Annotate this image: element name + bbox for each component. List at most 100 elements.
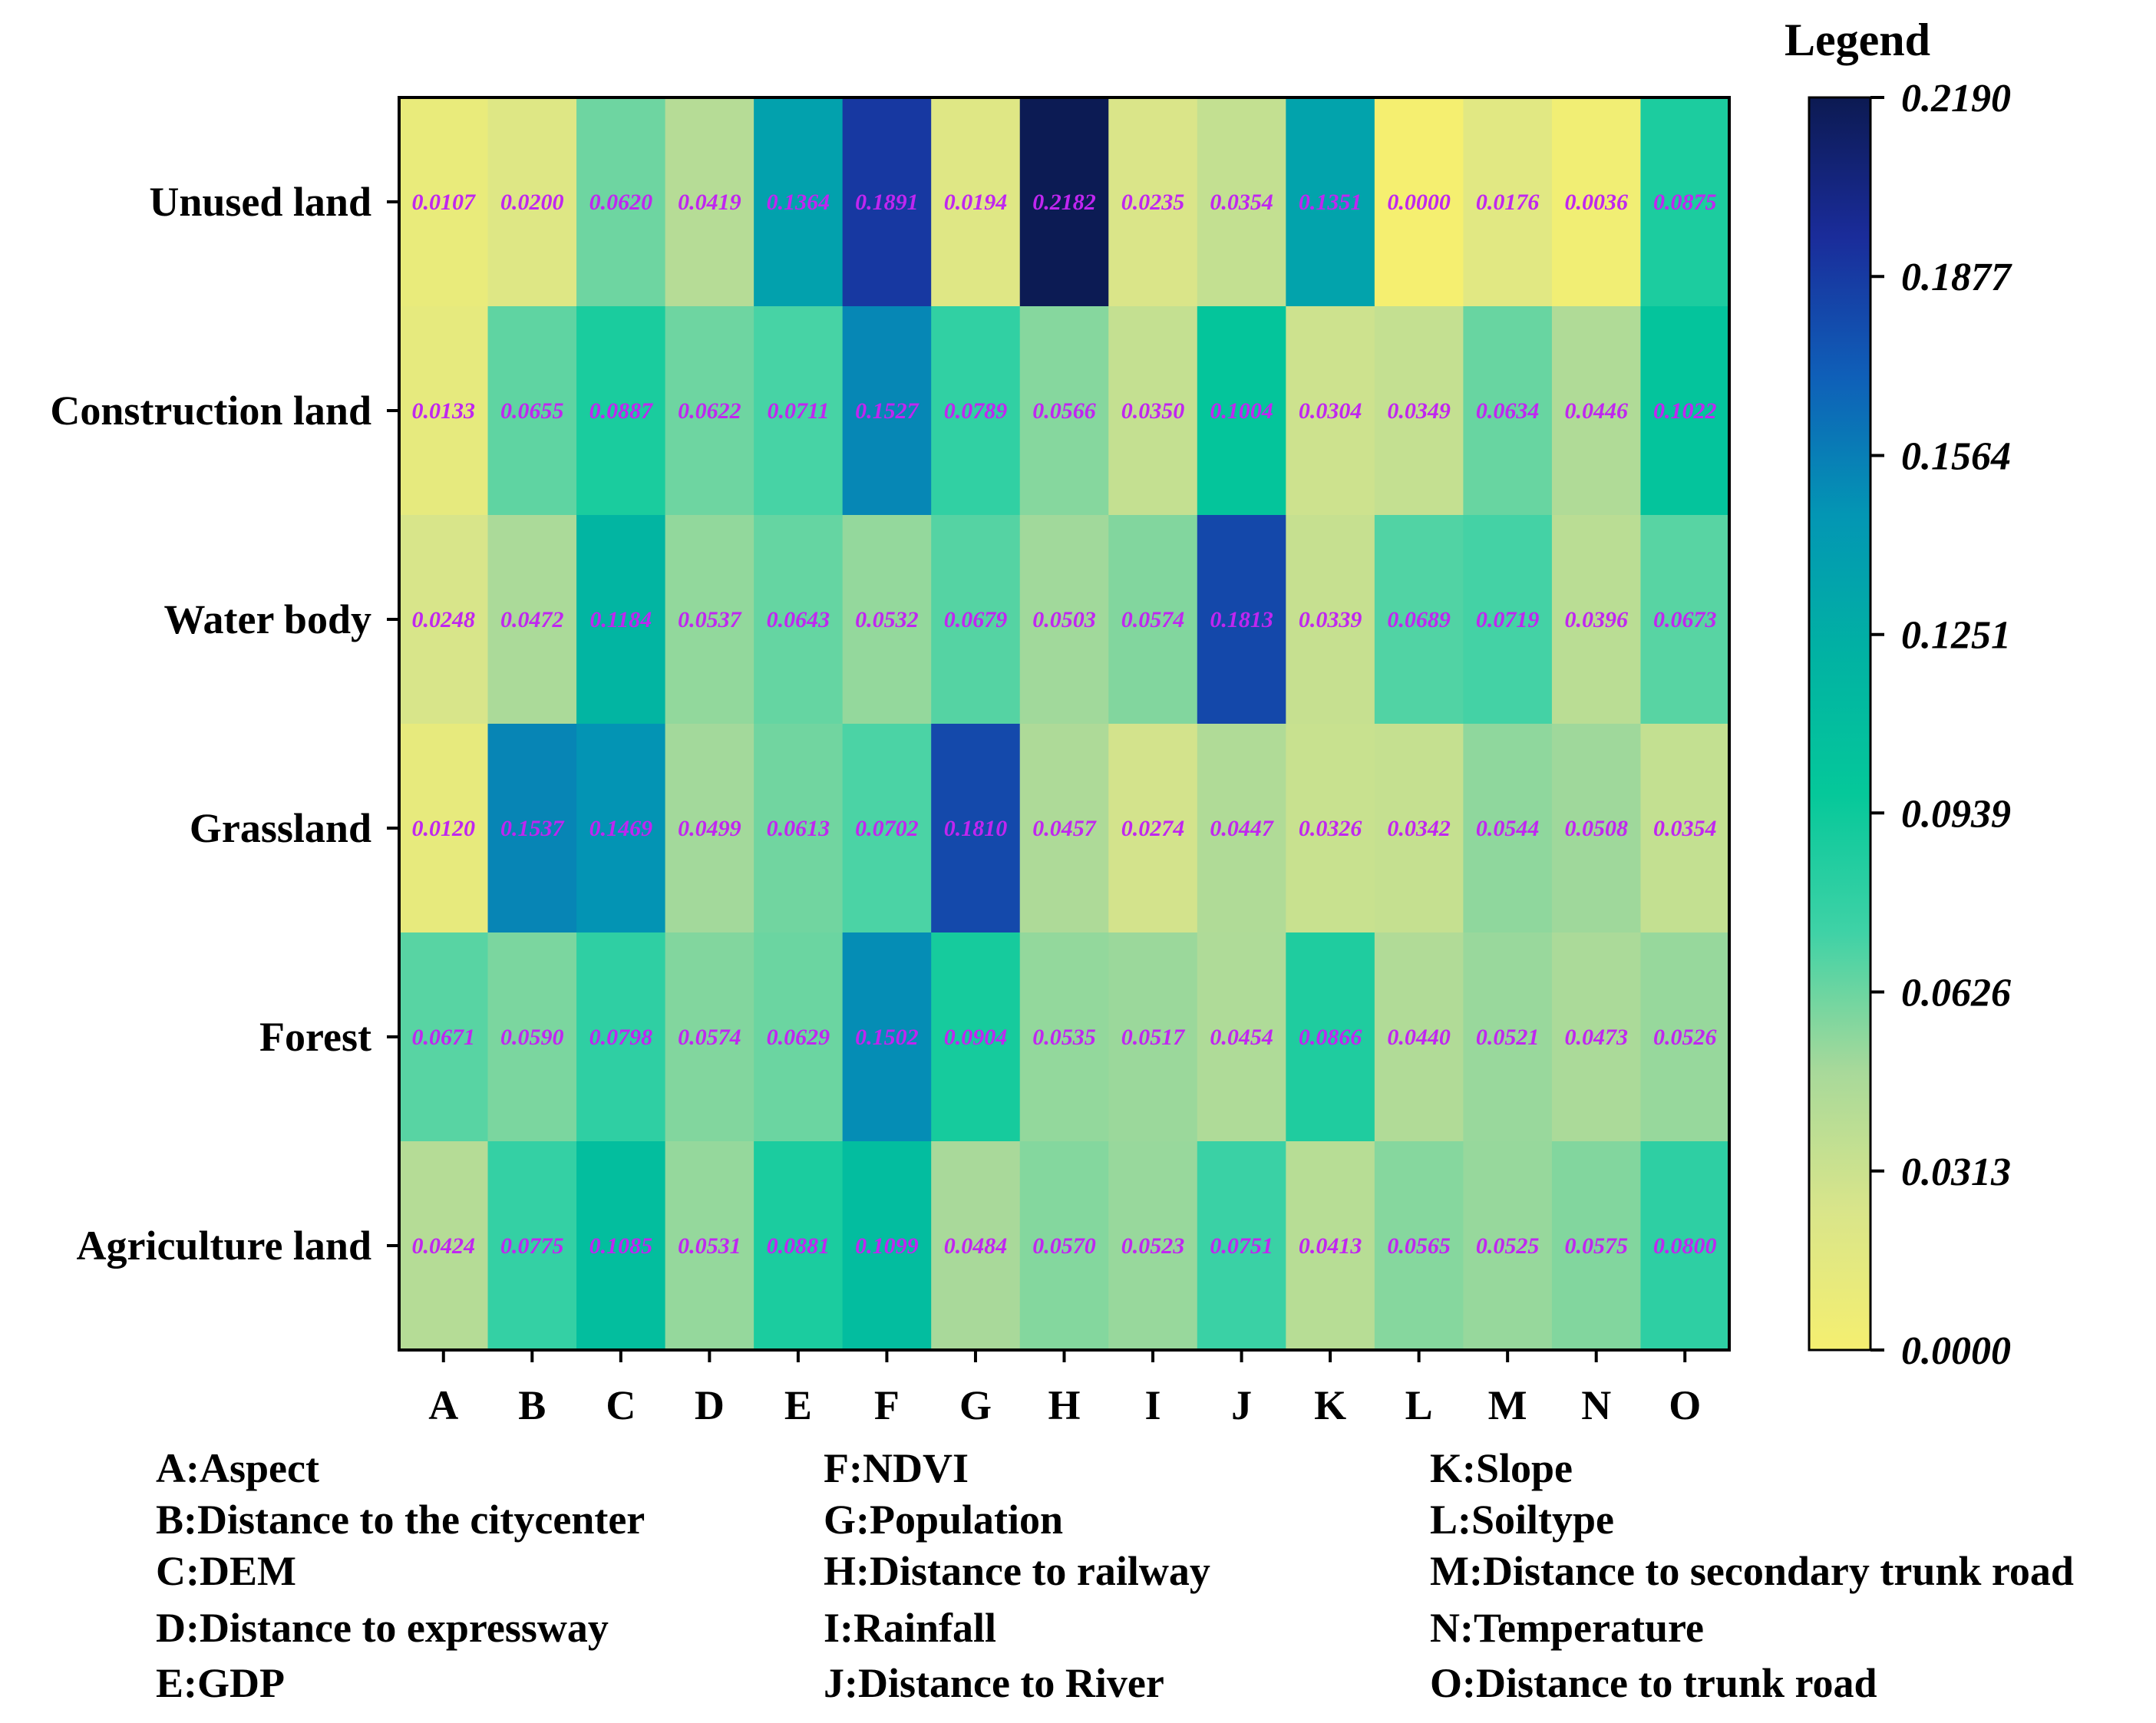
cell-value-label: 0.0544 <box>1476 816 1540 841</box>
cell-value-label: 0.0673 <box>1653 607 1717 632</box>
row-label: Grassland <box>190 805 371 851</box>
column-label: J <box>1231 1382 1252 1428</box>
cell-value-label: 0.0535 <box>1032 1025 1096 1050</box>
heatmap-cell <box>1019 97 1109 307</box>
heatmap-cell <box>1463 306 1553 516</box>
cell-value-label: 0.0904 <box>944 1025 1008 1050</box>
heatmap-cell <box>1640 515 1730 725</box>
heatmap-cell <box>754 932 844 1142</box>
heatmap-cell <box>1551 932 1642 1142</box>
heatmap-cell <box>842 515 932 725</box>
cell-value-label: 0.0575 <box>1564 1233 1628 1259</box>
heatmap-cell <box>1108 97 1198 307</box>
heatmap-cell <box>1197 515 1286 725</box>
heatmap-cell <box>1551 1141 1642 1351</box>
heatmap-cell <box>1640 724 1730 933</box>
column-label: C <box>606 1382 636 1428</box>
heatmap-cell <box>1463 724 1553 933</box>
cell-value-label: 0.0200 <box>500 190 564 215</box>
column-label: G <box>959 1382 992 1428</box>
row-label: Unused land <box>149 179 371 225</box>
cell-value-label: 0.1537 <box>500 816 565 841</box>
heatmap-cell <box>842 1141 932 1351</box>
cell-value-label: 0.0339 <box>1299 607 1362 632</box>
column-label: E <box>784 1382 812 1428</box>
cell-value-label: 0.1085 <box>589 1233 653 1259</box>
cell-value-label: 0.0679 <box>944 607 1008 632</box>
cell-value-label: 0.0671 <box>412 1025 476 1050</box>
cell-value-label: 0.1351 <box>1299 190 1362 215</box>
heatmap-cell <box>1197 932 1286 1142</box>
row-label: Water body <box>163 596 371 642</box>
heatmap-cell <box>1108 724 1198 933</box>
legend-tick-label: 0.0939 <box>1901 792 2011 836</box>
heatmap-cell <box>399 97 489 307</box>
heatmap-cell <box>1374 515 1464 725</box>
heatmap-cell <box>931 724 1021 933</box>
heatmap-cell <box>1286 724 1375 933</box>
heatmap-cell <box>1640 1141 1730 1351</box>
colorbar <box>1808 96 1872 1352</box>
cell-value-label: 0.0499 <box>678 816 741 841</box>
heatmap-cell <box>1640 97 1730 307</box>
heatmap-cell <box>1019 932 1109 1142</box>
cell-value-label: 0.0440 <box>1387 1025 1451 1050</box>
heatmap-cell <box>576 932 666 1142</box>
cell-value-label: 0.0526 <box>1653 1025 1717 1050</box>
row-label: Forest <box>259 1014 371 1060</box>
cell-value-label: 0.0643 <box>767 607 830 632</box>
heatmap-cell <box>1374 724 1464 933</box>
legend-tick-label: 0.0313 <box>1901 1150 2011 1194</box>
cell-value-label: 0.0866 <box>1299 1025 1362 1050</box>
heatmap-cell <box>1286 1141 1375 1351</box>
heatmap-cell <box>399 932 489 1142</box>
cell-value-label: 0.0036 <box>1564 190 1628 215</box>
cell-value-label: 0.0702 <box>855 816 919 841</box>
cell-value-label: 0.1364 <box>767 190 830 215</box>
cell-value-label: 0.1891 <box>855 190 919 215</box>
legend-tick-label: 0.0626 <box>1901 972 2011 1015</box>
heatmap-cell <box>1551 515 1642 725</box>
cell-value-label: 0.1004 <box>1210 398 1273 424</box>
heatmap-cell <box>487 97 577 307</box>
cell-value-label: 0.0454 <box>1210 1025 1273 1050</box>
cell-value-label: 0.1022 <box>1653 398 1717 424</box>
cell-value-label: 0.0457 <box>1032 816 1097 841</box>
heatmap-cell <box>931 97 1021 307</box>
cell-value-label: 0.0689 <box>1387 607 1451 632</box>
heatmap-cell <box>1551 306 1642 516</box>
cell-value-label: 0.0719 <box>1476 607 1540 632</box>
heatmap-cell <box>1197 97 1286 307</box>
heatmap-cell <box>1019 1141 1109 1351</box>
heatmap-cell <box>1286 515 1375 725</box>
heatmap-cell <box>754 97 844 307</box>
heatmap-cell <box>399 724 489 933</box>
heatmap-cell <box>665 515 754 725</box>
heatmap-cell <box>754 1141 844 1351</box>
cell-value-label: 0.0800 <box>1653 1233 1717 1259</box>
heatmap-cell <box>576 97 666 307</box>
cell-value-label: 0.0620 <box>589 190 653 215</box>
cell-value-label: 0.0120 <box>412 816 476 841</box>
cell-value-label: 0.1810 <box>944 816 1008 841</box>
column-label: D <box>695 1382 725 1428</box>
cell-value-label: 0.0711 <box>767 398 829 424</box>
cell-value-label: 0.0789 <box>944 398 1008 424</box>
column-label: F <box>874 1382 900 1428</box>
heatmap-cell <box>665 306 754 516</box>
cell-value-label: 0.0590 <box>500 1025 564 1050</box>
heatmap-cell <box>487 515 577 725</box>
heatmap-cell <box>931 932 1021 1142</box>
cell-value-label: 0.0570 <box>1032 1233 1096 1259</box>
cell-value-label: 0.0274 <box>1121 816 1185 841</box>
cell-value-label: 0.0396 <box>1564 607 1628 632</box>
cell-value-label: 0.0634 <box>1476 398 1540 424</box>
cell-value-label: 0.0446 <box>1564 398 1628 424</box>
heatmap-cell <box>1463 1141 1553 1351</box>
heatmap-cell <box>665 932 754 1142</box>
cell-value-label: 0.0354 <box>1653 816 1717 841</box>
cell-value-label: 0.0875 <box>1653 190 1717 215</box>
legend-title: Legend <box>1785 15 1930 65</box>
cell-value-label: 0.0775 <box>500 1233 564 1259</box>
heatmap-cell <box>1463 515 1553 725</box>
